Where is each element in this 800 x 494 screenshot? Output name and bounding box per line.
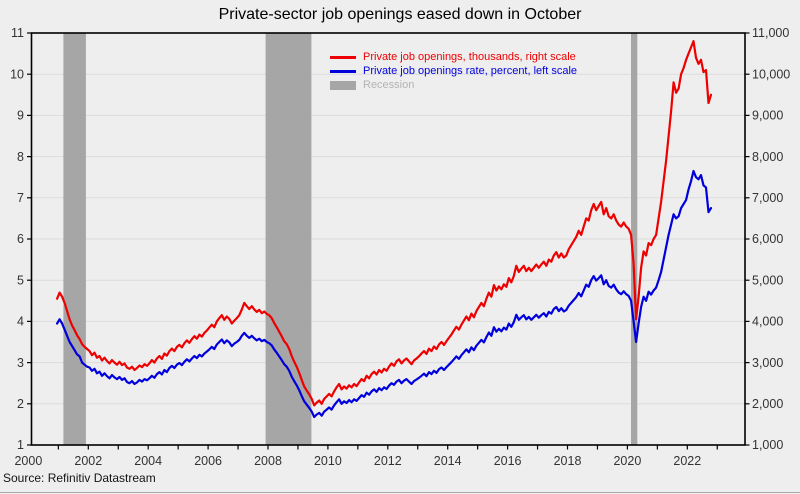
- openings-line-swatch: [330, 55, 356, 59]
- rate-series-line: [55, 169, 713, 419]
- x-axis-tick-label: 2012: [374, 454, 402, 468]
- recession-swatch: [330, 80, 356, 90]
- y-left-tick-label: 1: [17, 438, 24, 452]
- recession-band: [631, 33, 638, 445]
- y-right-tick-label: 3,000: [752, 356, 783, 370]
- legend-label-rate: Private job openings rate, percent, left…: [363, 65, 578, 77]
- rate-line-swatch: [330, 69, 356, 73]
- y-left-tick-label: 4: [17, 315, 24, 329]
- y-right-tick-label: 5,000: [752, 273, 783, 287]
- x-axis-tick-label: 2014: [434, 454, 462, 468]
- x-axis-tick-label: 2008: [254, 454, 282, 468]
- x-axis-tick-label: 2002: [74, 454, 102, 468]
- legend-label-recession: Recession: [363, 79, 415, 91]
- y-left-tick-label: 8: [17, 150, 24, 164]
- x-axis-tick-label: 2018: [554, 454, 582, 468]
- y-right-tick-label: 4,000: [752, 315, 783, 329]
- legend-label-openings: Private job openings, thousands, right s…: [363, 51, 576, 63]
- y-left-tick-label: 9: [17, 109, 24, 123]
- y-left-tick-label: 7: [17, 191, 24, 205]
- bottom-rule: [0, 492, 800, 493]
- legend-item-openings: Private job openings, thousands, right s…: [330, 50, 577, 64]
- y-left-tick-label: 2: [17, 397, 24, 411]
- recession-band: [265, 33, 312, 445]
- x-axis-tick-label: 2000: [14, 454, 42, 468]
- x-axis-tick-label: 2020: [613, 454, 641, 468]
- y-right-tick-label: 1,000: [752, 438, 783, 452]
- y-right-tick-label: 6,000: [752, 232, 783, 246]
- legend-item-rate: Private job openings rate, percent, left…: [330, 64, 577, 78]
- openings-series-line: [55, 40, 713, 407]
- x-axis-tick-label: 2010: [314, 454, 342, 468]
- y-right-tick-label: 11,000: [752, 26, 789, 40]
- y-right-tick-label: 2,000: [752, 397, 783, 411]
- y-left-tick-label: 11: [11, 26, 24, 40]
- y-right-tick-label: 7,000: [752, 191, 783, 205]
- legend: Private job openings, thousands, right s…: [330, 50, 577, 92]
- x-axis-tick-label: 2022: [673, 454, 701, 468]
- x-axis-tick-label: 2004: [134, 454, 162, 468]
- recession-band: [63, 33, 86, 445]
- y-right-tick-label: 10,000: [752, 67, 790, 81]
- y-right-tick-label: 8,000: [752, 150, 783, 164]
- legend-item-recession: Recession: [330, 78, 577, 92]
- x-axis-tick-label: 2016: [494, 454, 522, 468]
- y-left-tick-label: 10: [10, 67, 24, 81]
- chart-title: Private-sector job openings eased down i…: [218, 6, 582, 23]
- y-left-tick-label: 6: [17, 232, 24, 246]
- y-right-tick-label: 9,000: [752, 109, 783, 123]
- y-left-tick-label: 5: [17, 273, 24, 287]
- source-text: Source: Refinitiv Datastream: [3, 471, 156, 485]
- y-left-tick-label: 3: [17, 356, 24, 370]
- x-axis-tick-label: 2006: [194, 454, 222, 468]
